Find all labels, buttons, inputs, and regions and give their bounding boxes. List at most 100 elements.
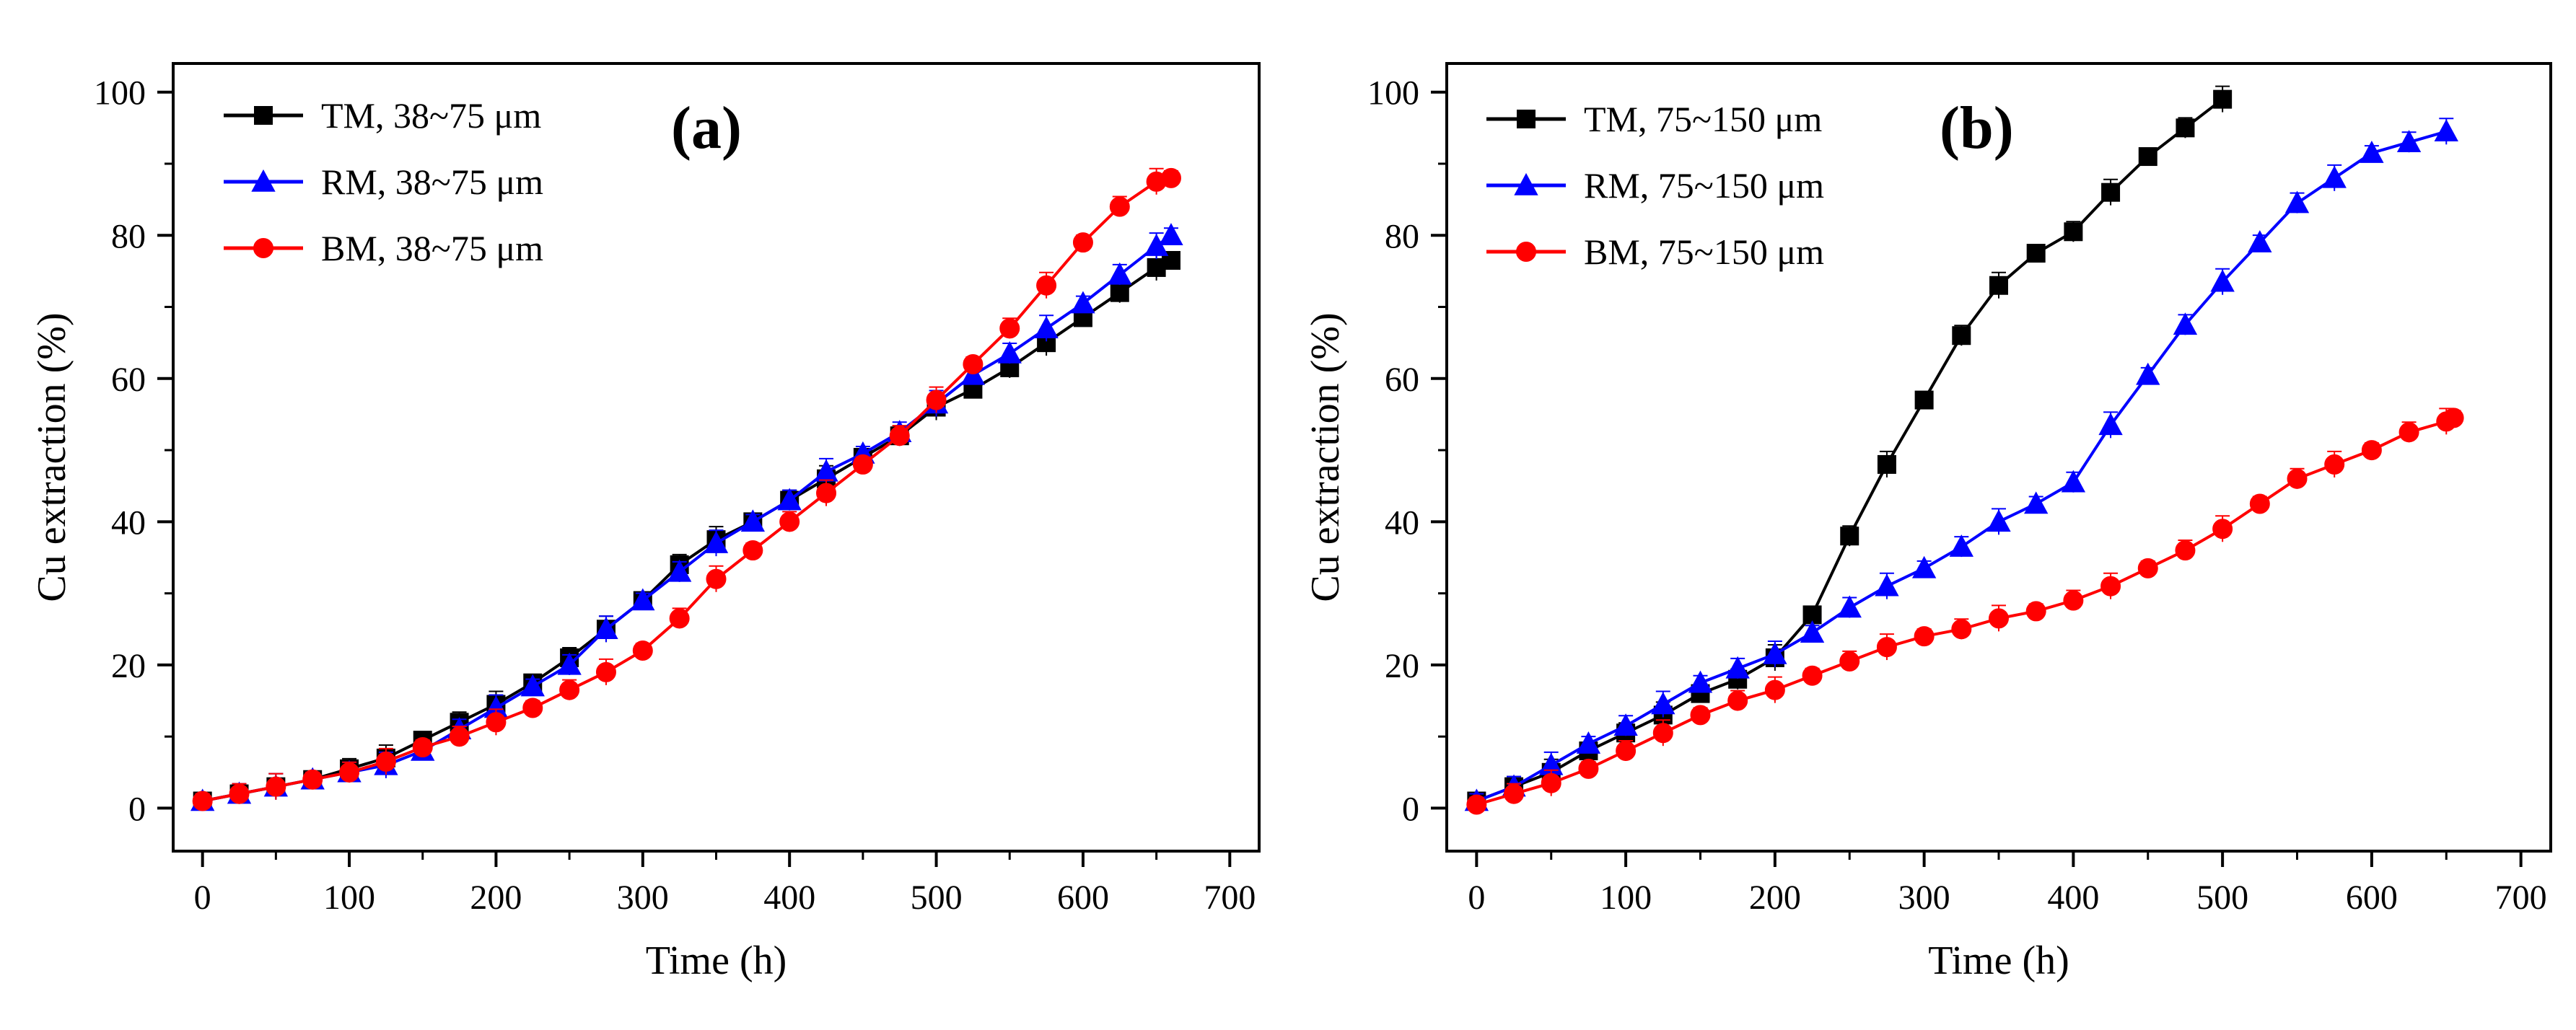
data-point [852, 454, 873, 475]
data-point [1800, 620, 1825, 643]
y-tick-label: 0 [1402, 790, 1419, 828]
data-point [1876, 637, 1897, 658]
series-line [1476, 416, 2455, 806]
data-point [740, 509, 766, 532]
data-point [816, 483, 837, 503]
x-tick-label: 200 [1749, 879, 1801, 917]
y-tick-label: 60 [1385, 361, 1419, 399]
series-line [202, 234, 1173, 803]
data-point [557, 652, 582, 675]
data-point [1690, 705, 1711, 726]
legend-label: RM, 38~75 μm [321, 162, 543, 202]
data-point [2398, 422, 2419, 443]
legend-label: TM, 38~75 μm [321, 95, 541, 136]
data-point [339, 762, 360, 783]
data-point [1914, 390, 1934, 410]
data-point [742, 540, 763, 561]
data-point [302, 769, 323, 790]
data-point [632, 641, 653, 661]
data-point [997, 340, 1022, 364]
data-point [963, 353, 983, 374]
x-axis-b: 0 100 200 300 400 500 600 700 [1468, 851, 2547, 917]
data-point [2098, 413, 2123, 436]
data-point [2138, 147, 2157, 167]
legend-label: BM, 75~150 μm [1584, 232, 1824, 272]
data-point [1144, 234, 1169, 256]
data-point [2361, 440, 2382, 461]
data-point [520, 674, 545, 697]
data-point [2064, 222, 2083, 242]
x-tick-label: 0 [194, 879, 211, 917]
x-tick-label: 700 [1204, 879, 1256, 917]
data-point [1914, 626, 1935, 647]
chart-panel-b: 0 100 200 300 400 500 600 700 0 20 40 60 80 100 Time (… [1303, 62, 2552, 983]
data-point [2063, 590, 2084, 611]
legend-marker [1517, 110, 1535, 128]
x-tick-label: 300 [1898, 879, 1950, 917]
y-tick-label: 60 [111, 361, 146, 399]
x-tick-label: 600 [2346, 879, 2398, 917]
data-point [522, 697, 543, 718]
x-tick-label: 700 [2495, 879, 2547, 917]
data-point [1110, 283, 1129, 302]
series-b-square [1467, 85, 2233, 811]
data-point [449, 726, 470, 747]
legend-marker [1516, 242, 1536, 262]
y-tick-label: 20 [111, 647, 146, 685]
data-point [2284, 190, 2310, 214]
data-point [2248, 230, 2272, 252]
x-tick-label: 400 [2047, 879, 2099, 917]
data-point [1727, 690, 1748, 711]
data-point [2024, 491, 2049, 514]
data-point [667, 559, 692, 582]
data-point [2360, 140, 2384, 163]
data-point [1877, 454, 1896, 474]
data-point [706, 568, 727, 589]
data-point [2175, 540, 2196, 561]
x-tick-label: 400 [763, 879, 815, 917]
y-tick-label: 0 [128, 790, 146, 828]
data-point [1071, 291, 1095, 314]
data-point [1036, 275, 1057, 296]
x-axis-a: 0 100 200 300 400 500 600 700 [194, 851, 1256, 917]
data-point [1504, 783, 1525, 804]
data-point [412, 737, 433, 758]
legend-label: RM, 75~150 μm [1584, 165, 1824, 206]
data-point [1840, 527, 1859, 546]
data-point [1839, 651, 1860, 672]
data-point [2324, 454, 2345, 475]
y-tick-label: 100 [94, 74, 146, 113]
data-point [669, 608, 690, 629]
data-point [1072, 232, 1093, 253]
data-point [1613, 713, 1638, 736]
data-point [266, 776, 286, 797]
data-point [2101, 182, 2121, 202]
series-a-triangle [190, 223, 1183, 811]
data-point [2025, 601, 2046, 622]
legend-marker [254, 106, 273, 125]
data-point [2443, 408, 2464, 428]
data-point [1911, 555, 1937, 578]
data-point [1763, 641, 1787, 664]
data-point [926, 389, 947, 410]
data-point [2176, 118, 2195, 138]
data-point [777, 488, 802, 511]
data-point [1837, 595, 1862, 618]
legend-marker [251, 169, 276, 192]
x-tick-label: 200 [470, 879, 522, 917]
x-axis-title-b: Time (h) [1928, 938, 2069, 983]
data-point [1108, 262, 1132, 285]
y-tick-label: 40 [111, 503, 146, 542]
data-point [2061, 470, 2086, 493]
data-point [1616, 741, 1637, 762]
data-point [1034, 316, 1059, 339]
y-tick-label: 80 [111, 217, 146, 255]
y-tick-label: 80 [1385, 217, 1419, 255]
y-axis-title-a: Cu extraction (%) [30, 312, 74, 602]
data-point [1688, 670, 1713, 693]
x-axis-title-a: Time (h) [646, 938, 787, 983]
data-point [1725, 656, 1750, 679]
legend-label: BM, 38~75 μm [321, 228, 543, 268]
legend-marker [1514, 172, 1538, 195]
data-point [2287, 468, 2308, 489]
